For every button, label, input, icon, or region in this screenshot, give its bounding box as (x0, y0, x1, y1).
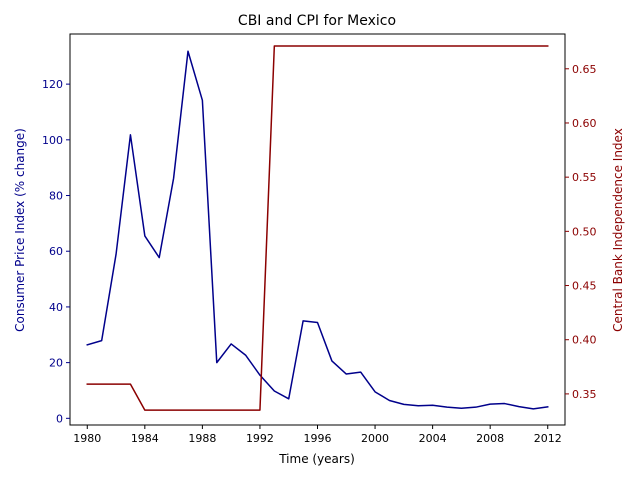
y-axis-left: 0 20 40 60 80 100 120 (42, 78, 70, 425)
chart-title: CBI and CPI for Mexico (238, 13, 396, 29)
y-left-tick-label: 0 (56, 412, 63, 425)
y-left-tick-label: 120 (42, 78, 63, 91)
y-right-tick-label: 0.55 (572, 171, 597, 184)
x-tick-label: 1992 (246, 432, 274, 445)
y-left-tick-label: 20 (49, 357, 63, 370)
cbi-series-line (86, 45, 549, 411)
plot-area (86, 45, 549, 411)
y-left-tick-label: 80 (49, 190, 63, 203)
x-axis-label: Time (years) (278, 452, 355, 466)
cpi-series-line (86, 50, 549, 410)
x-tick-label: 1980 (73, 432, 101, 445)
x-tick-label: 1988 (188, 432, 216, 445)
x-tick-label: 2000 (361, 432, 389, 445)
x-tick-label: 1996 (304, 432, 332, 445)
y-axis-left-label: Consumer Price Index (% change) (13, 128, 27, 332)
y-left-tick-label: 100 (42, 134, 63, 147)
y-right-tick-label: 0.50 (572, 225, 597, 238)
y-axis-right: 0.35 0.40 0.45 0.50 0.55 0.60 0.65 (565, 63, 597, 401)
x-tick-label: 2012 (534, 432, 562, 445)
x-axis: 1980 1984 1988 1992 1996 2000 2004 2008 2012 (73, 425, 562, 445)
x-tick-label: 1984 (131, 432, 159, 445)
y-right-tick-label: 0.60 (572, 117, 597, 130)
y-left-tick-label: 60 (49, 245, 63, 258)
y-right-tick-label: 0.65 (572, 63, 597, 76)
y-right-tick-label: 0.35 (572, 388, 597, 401)
x-tick-label: 2008 (476, 432, 504, 445)
y-axis-right-label: Central Bank Independence Index (611, 128, 625, 332)
y-right-tick-label: 0.40 (572, 334, 597, 347)
y-right-tick-label: 0.45 (572, 280, 597, 293)
y-left-tick-label: 40 (49, 301, 63, 314)
x-tick-label: 2004 (419, 432, 447, 445)
